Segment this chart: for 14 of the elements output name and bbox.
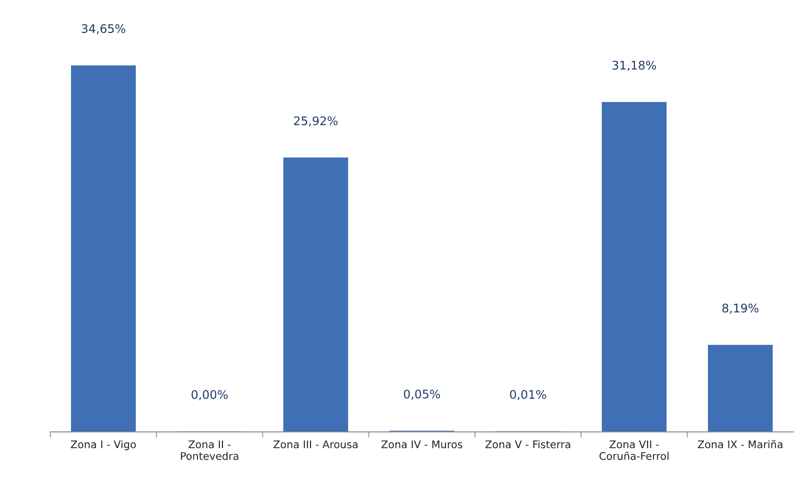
- data-label: 31,18%: [612, 60, 656, 71]
- x-tick-label: Zona I - Vigo: [70, 440, 136, 450]
- x-tick-label: Zona II - Pontevedra: [180, 440, 238, 460]
- x-tick-label: Zona V - Fisterra: [485, 440, 570, 448]
- x-tick-label: Zona VII - Coruña-Ferrol: [600, 440, 668, 460]
- x-tick-label: Zona III - Arousa: [274, 440, 358, 448]
- data-label: 0,00%: [192, 390, 228, 400]
- data-label: 34,65%: [82, 24, 126, 34]
- x-tick-label: Zona IX - Mariña: [698, 440, 782, 448]
- x-tick-label: Zona IV - Muros: [381, 440, 462, 448]
- data-label: 0,05%: [404, 390, 440, 400]
- data-label: 25,92%: [294, 116, 338, 126]
- data-label: 8,19%: [722, 304, 758, 314]
- data-label: 0,01%: [510, 390, 546, 400]
